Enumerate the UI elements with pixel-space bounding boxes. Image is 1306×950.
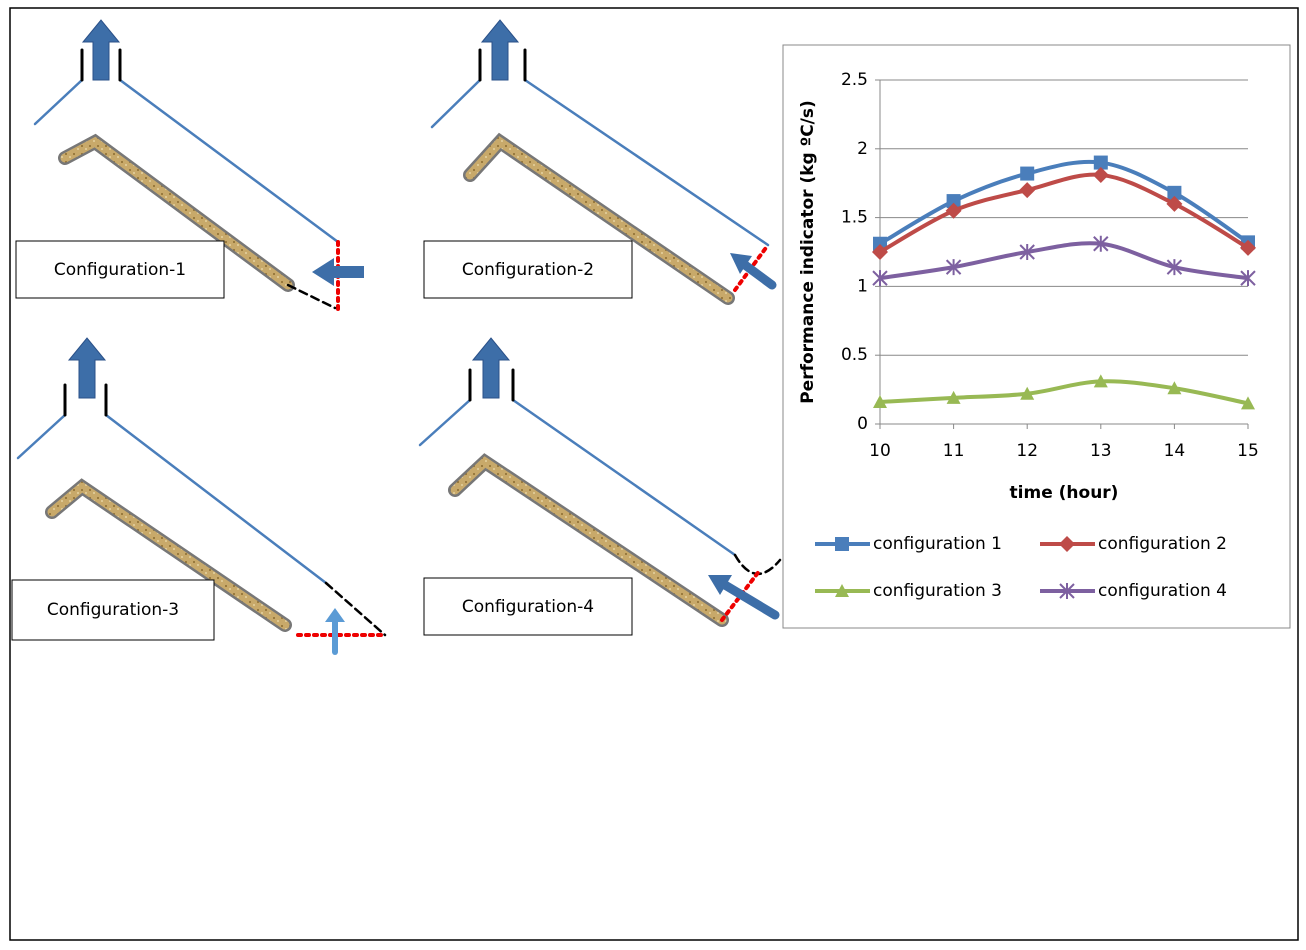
marker bbox=[1020, 167, 1034, 181]
x-tick-label: 14 bbox=[1164, 441, 1186, 461]
figure: Configuration-1 Configuration-2 Configur… bbox=[0, 0, 1306, 946]
legend-label: configuration 2 bbox=[1098, 534, 1227, 554]
x-tick-label: 13 bbox=[1090, 441, 1112, 461]
diagram-label: Configuration-3 bbox=[47, 600, 179, 620]
x-tick-label: 11 bbox=[943, 441, 965, 461]
marker bbox=[835, 537, 849, 551]
diagram-label: Configuration-1 bbox=[54, 260, 186, 280]
diagram-label: Configuration-4 bbox=[462, 597, 594, 617]
y-tick-label: 2.5 bbox=[841, 70, 868, 90]
legend-label: configuration 1 bbox=[873, 534, 1002, 554]
x-tick-label: 12 bbox=[1016, 441, 1038, 461]
x-tick-label: 15 bbox=[1237, 441, 1259, 461]
y-tick-label: 2 bbox=[857, 139, 868, 159]
y-axis-title: Performance indicator (kg ºC/s) bbox=[798, 100, 818, 404]
y-tick-label: 1.5 bbox=[841, 208, 868, 228]
y-tick-label: 0 bbox=[857, 414, 868, 434]
x-axis-title: time (hour) bbox=[1010, 483, 1119, 503]
y-tick-label: 1 bbox=[857, 276, 868, 296]
legend-label: configuration 4 bbox=[1098, 581, 1227, 601]
x-tick-label: 10 bbox=[869, 441, 891, 461]
legend-label: configuration 3 bbox=[873, 581, 1002, 601]
y-tick-label: 0.5 bbox=[841, 345, 868, 365]
diagram-label: Configuration-2 bbox=[462, 260, 594, 280]
